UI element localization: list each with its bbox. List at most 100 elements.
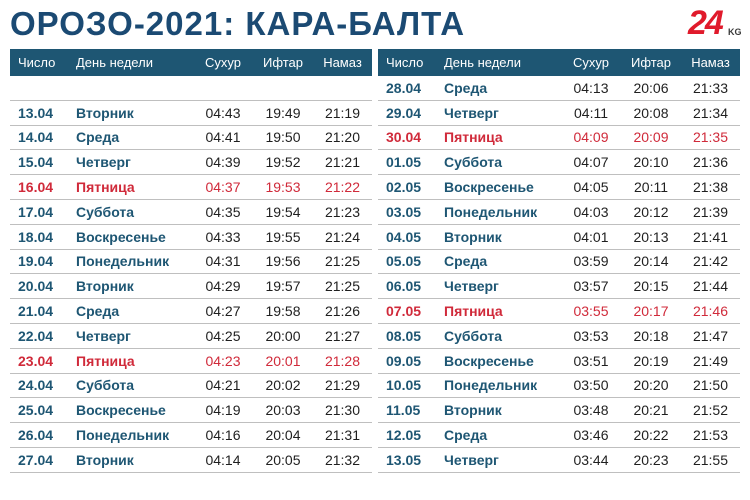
table-header: Число День недели Сухур Ифтар Намаз: [10, 49, 372, 76]
cell-date: 20.04: [18, 278, 54, 295]
cell-namaz: 21:44: [692, 278, 729, 295]
cell-namaz: 21:28: [324, 352, 361, 369]
cell-namaz: 21:34: [692, 104, 729, 121]
cell-date: 16.04: [18, 179, 54, 196]
cell-suhur: 04:09: [573, 129, 609, 146]
cell-date: 25.04: [18, 402, 54, 419]
cell-day: Пятница: [444, 303, 503, 320]
cell-iftar: 19:56: [265, 253, 301, 270]
cell-date: 07.05: [386, 303, 422, 320]
cell-namaz: 21:36: [692, 154, 729, 171]
cell-iftar: 19:55: [265, 228, 301, 245]
cell-day: Вторник: [76, 104, 134, 121]
cell-iftar: 19:53: [265, 179, 301, 196]
cell-day: Воскресенье: [76, 402, 166, 419]
logo-suffix: KG: [728, 27, 742, 37]
cell-date: 03.05: [386, 203, 422, 220]
cell-day: Понедельник: [444, 377, 538, 394]
cell-iftar: 20:12: [633, 203, 669, 220]
cell-namaz: 21:23: [324, 203, 361, 220]
cell-suhur: 03:46: [573, 427, 609, 444]
page-title: ОРОЗО-2021: КАРА-БАЛТА: [10, 5, 466, 42]
table-row: 03.05 Понедельник 04:03 20:12 21:39: [378, 200, 740, 225]
table-row: 25.04 Воскресенье 04:19 20:03 21:30: [10, 398, 372, 424]
cell-suhur: 03:59: [573, 253, 609, 270]
cell-namaz: 21:35: [692, 129, 729, 146]
cell-namaz: 21:31: [324, 427, 361, 444]
cell-day: Среда: [444, 427, 488, 444]
cell-namaz: 21:26: [324, 303, 361, 320]
table-row: 26.04 Понедельник 04:16 20:04 21:31: [10, 423, 372, 448]
table-row: 30.04 Пятница 04:09 20:09 21:35: [378, 126, 740, 151]
table-row: 13.05 Четверг 03:44 20:23 21:55: [378, 448, 740, 473]
cell-suhur: 04:23: [205, 352, 241, 369]
cell-day: Вторник: [76, 278, 134, 295]
cell-suhur: 03:55: [573, 303, 609, 320]
table-row: 20.04 Вторник 04:29 19:57 21:25: [10, 274, 372, 300]
cell-day: Четверг: [444, 104, 499, 121]
cell-day: Пятница: [76, 352, 135, 369]
cell-day: Вторник: [444, 402, 502, 419]
cell-day: Пятница: [444, 129, 503, 146]
table-row-empty: [10, 76, 372, 101]
cell-date: 15.04: [18, 154, 54, 171]
cell-iftar: 20:02: [265, 377, 301, 394]
cell-date: 28.04: [386, 79, 422, 96]
cell-suhur: 03:57: [573, 278, 609, 295]
cell-namaz: 21:25: [324, 253, 361, 270]
cell-iftar: 20:08: [633, 104, 669, 121]
table-row: 01.05 Суббота 04:07 20:10 21:36: [378, 150, 740, 176]
cell-suhur: 04:03: [573, 203, 609, 220]
cell-suhur: 03:44: [573, 451, 609, 468]
cell-iftar: 20:11: [634, 179, 668, 196]
cell-iftar: 20:20: [633, 377, 669, 394]
cell-iftar: 20:15: [633, 278, 669, 295]
cell-day: Вторник: [444, 228, 502, 245]
table-divider: [373, 49, 375, 495]
cell-date: 13.05: [386, 451, 422, 468]
col-header-suhur: Сухур: [573, 55, 609, 70]
schedule-table-right: Число День недели Сухур Ифтар Намаз 28.0…: [378, 49, 740, 473]
cell-iftar: 19:50: [265, 129, 301, 146]
table-body: 28.04 Среда 04:13 20:06 21:33 29.04 Четверг 04:…: [378, 76, 740, 473]
cell-day: Воскресенье: [444, 179, 534, 196]
cell-suhur: 04:05: [573, 179, 609, 196]
table-row: 18.04 Воскресенье 04:33 19:55 21:24: [10, 225, 372, 250]
cell-suhur: 04:19: [205, 402, 241, 419]
cell-iftar: 19:52: [265, 154, 301, 171]
cell-suhur: 04:27: [205, 303, 241, 320]
cell-namaz: 21:21: [324, 154, 361, 171]
table-row: 04.05 Вторник 04:01 20:13 21:41: [378, 225, 740, 250]
cell-date: 14.04: [18, 129, 54, 146]
table-row: 08.05 Суббота 03:53 20:18 21:47: [378, 324, 740, 349]
cell-namaz: 21:42: [692, 253, 729, 270]
cell-suhur: 04:43: [205, 104, 241, 121]
cell-iftar: 20:01: [265, 352, 301, 369]
table-row: 29.04 Четверг 04:11 20:08 21:34: [378, 101, 740, 126]
cell-day: Суббота: [444, 327, 503, 344]
table-row: 19.04 Понедельник 04:31 19:56 21:25: [10, 250, 372, 275]
cell-iftar: 20:21: [633, 402, 669, 419]
cell-iftar: 20:14: [633, 253, 669, 270]
cell-date: 05.05: [386, 253, 422, 270]
cell-day: Пятница: [76, 179, 135, 196]
cell-date: 29.04: [386, 104, 422, 121]
cell-suhur: 04:33: [205, 228, 241, 245]
cell-date: 18.04: [18, 228, 54, 245]
cell-date: 21.04: [18, 303, 54, 320]
brand-logo[interactable]: 24 KG: [688, 4, 742, 42]
col-header-namaz: Намаз: [323, 55, 362, 70]
cell-namaz: 21:24: [324, 228, 361, 245]
cell-namaz: 21:27: [324, 327, 361, 344]
table-row: 16.04 Пятница 04:37 19:53 21:22: [10, 175, 372, 200]
cell-date: 23.04: [18, 352, 54, 369]
cell-namaz: 21:55: [692, 451, 729, 468]
cell-date: 24.04: [18, 377, 54, 394]
cell-namaz: 21:46: [692, 303, 729, 320]
cell-suhur: 04:39: [205, 154, 241, 171]
cell-iftar: 20:23: [633, 451, 669, 468]
cell-iftar: 20:18: [633, 327, 669, 344]
cell-namaz: 21:29: [324, 377, 361, 394]
cell-suhur: 04:25: [205, 327, 241, 344]
cell-date: 22.04: [18, 327, 54, 344]
